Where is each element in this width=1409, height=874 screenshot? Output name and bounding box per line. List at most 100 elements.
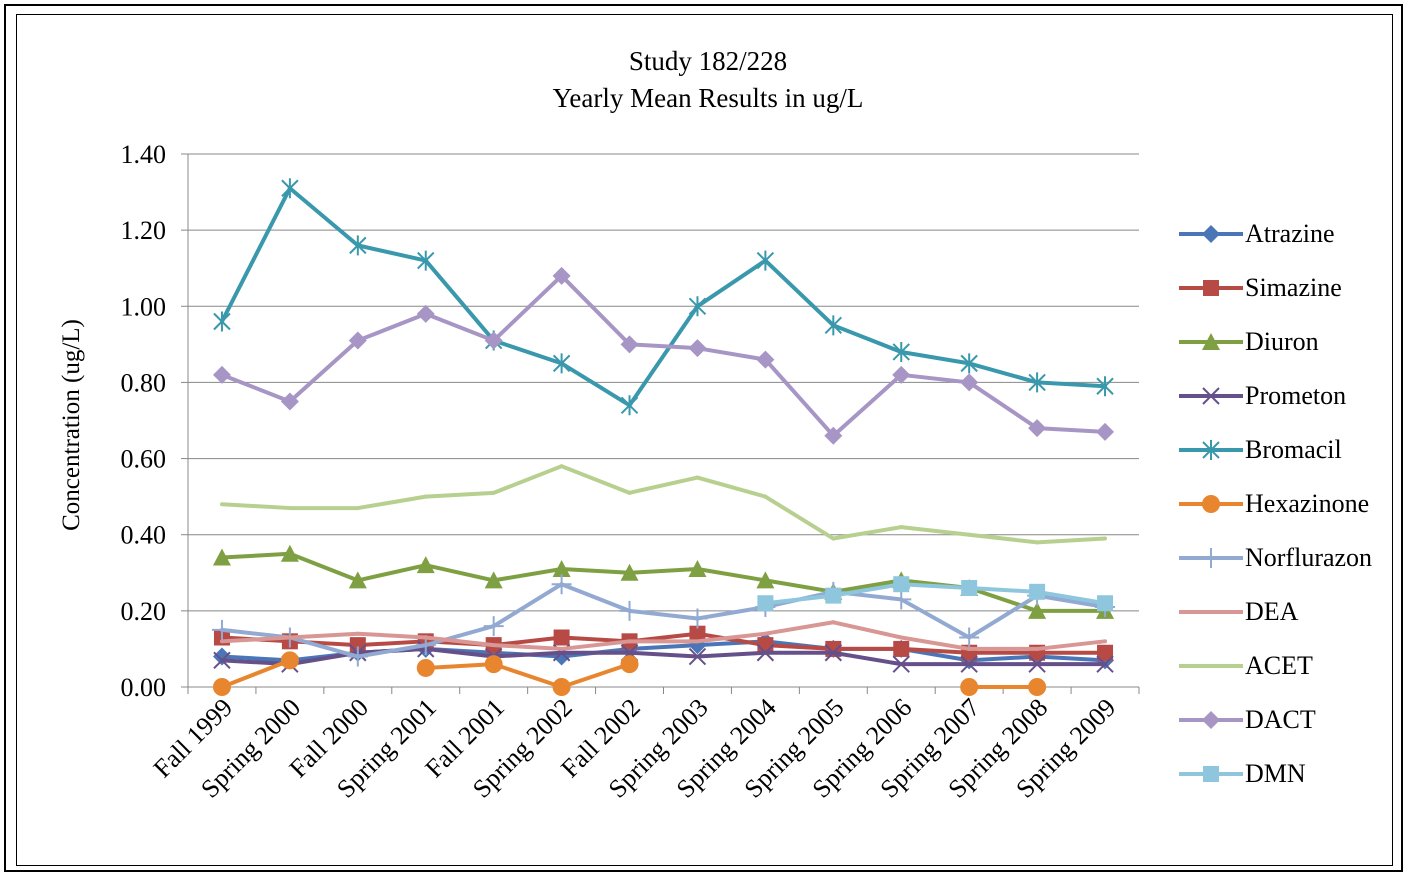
series-line-segment — [491, 643, 564, 651]
series-line-segment — [627, 304, 700, 408]
data-point — [280, 544, 299, 562]
legend-label: Diuron — [1245, 327, 1319, 356]
series-line-segment — [831, 578, 904, 594]
data-point — [960, 655, 978, 673]
legend-item-atrazine: Atrazine — [1179, 219, 1335, 248]
data-point — [553, 629, 570, 646]
legend-item-diuron: Diuron — [1179, 327, 1319, 356]
series-line-segment — [1035, 426, 1108, 434]
series-line-segment — [899, 525, 972, 537]
series-line-segment — [627, 650, 700, 659]
series-line-segment — [695, 631, 768, 644]
legend-item-dmn: DMN — [1179, 759, 1306, 788]
data-point — [892, 655, 910, 673]
legend-marker — [1203, 280, 1219, 296]
legend-marker — [1203, 766, 1219, 782]
data-point — [756, 571, 775, 589]
data-point — [619, 600, 640, 621]
series-line-segment — [899, 635, 972, 651]
series-line-segment — [967, 593, 1040, 640]
series-line-segment — [967, 654, 1040, 663]
data-point — [757, 637, 774, 654]
series-line-segment — [763, 620, 836, 636]
series-line-segment — [627, 475, 700, 495]
data-point — [824, 426, 843, 445]
data-point — [416, 304, 435, 323]
series-line-segment — [219, 186, 292, 324]
series-line-segment — [695, 605, 768, 621]
data-point — [1097, 595, 1114, 612]
data-point — [484, 571, 503, 589]
series-line-segment — [219, 654, 292, 663]
series-line-segment — [219, 372, 292, 404]
series-line-segment — [831, 650, 904, 667]
series-lines — [211, 178, 1116, 696]
data-point — [688, 296, 707, 317]
series-line-segment — [287, 631, 360, 640]
legend-item-norflurazon: Norflurazon — [1179, 543, 1372, 572]
legend-label: Norflurazon — [1245, 543, 1372, 572]
y-tick-label: 1.40 — [121, 140, 167, 169]
data-point — [347, 646, 368, 667]
series-dact — [212, 266, 1115, 445]
series-line-segment — [355, 639, 428, 648]
series-line-segment — [491, 566, 564, 583]
y-tick-label: 1.20 — [121, 216, 167, 245]
series-line-segment — [355, 311, 428, 343]
data-point — [280, 651, 299, 670]
series-line-segment — [627, 566, 700, 575]
series-line-segment — [627, 342, 700, 351]
series-line-segment — [491, 464, 564, 495]
data-point — [348, 331, 367, 350]
data-point — [483, 616, 504, 637]
legend-marker — [1202, 225, 1220, 243]
data-point — [281, 178, 299, 199]
series-line-segment — [899, 582, 972, 591]
y-tick-label: 0.00 — [121, 673, 167, 702]
legend-item-dea: DEA — [1179, 597, 1299, 626]
data-point — [688, 647, 707, 666]
y-tick-label: 0.40 — [121, 521, 167, 550]
data-point — [1097, 644, 1114, 661]
series-line-segment — [695, 258, 768, 309]
series-line-segment — [1035, 589, 1108, 606]
data-point — [348, 571, 367, 589]
data-point — [1028, 372, 1046, 393]
data-point — [1028, 678, 1047, 696]
series-prometon — [213, 640, 1114, 673]
legend: Atrazine Simazine Diuron Prometon Bromacil He… — [1179, 219, 1372, 788]
series-line-segment — [355, 243, 428, 263]
data-point — [280, 392, 299, 411]
data-point — [211, 619, 232, 640]
series-line-segment — [763, 357, 836, 438]
series-line-segment — [491, 662, 564, 689]
series-line-segment — [559, 464, 632, 495]
chart-area: Study 182/228 Yearly Mean Results in ug/… — [16, 14, 1393, 866]
data-point — [893, 576, 910, 593]
series-line-segment — [967, 586, 1040, 613]
series-acet — [219, 464, 1108, 545]
data-point — [1028, 601, 1047, 619]
data-point — [1029, 583, 1046, 600]
series-line-segment — [423, 490, 496, 499]
series-line-segment — [627, 643, 700, 651]
series-line-segment — [559, 361, 632, 408]
data-point — [892, 365, 911, 384]
series-line-segment — [831, 372, 904, 438]
series-line-segment — [899, 372, 972, 385]
data-point — [892, 341, 910, 362]
legend-label: Simazine — [1245, 273, 1342, 302]
data-point — [959, 627, 980, 648]
series-line-segment — [831, 582, 904, 598]
series-line-segment — [695, 475, 768, 499]
data-point — [417, 250, 435, 271]
series-line-segment — [1035, 380, 1108, 389]
series-hexazinone — [212, 651, 1047, 696]
legend-label: DACT — [1245, 705, 1316, 734]
series-line-segment — [559, 582, 632, 613]
legend-marker — [1201, 548, 1221, 568]
data-point — [416, 556, 435, 574]
data-point — [688, 339, 707, 358]
legend-item-hexazinone: Hexazinone — [1179, 489, 1369, 518]
series-line-segment — [491, 338, 564, 366]
